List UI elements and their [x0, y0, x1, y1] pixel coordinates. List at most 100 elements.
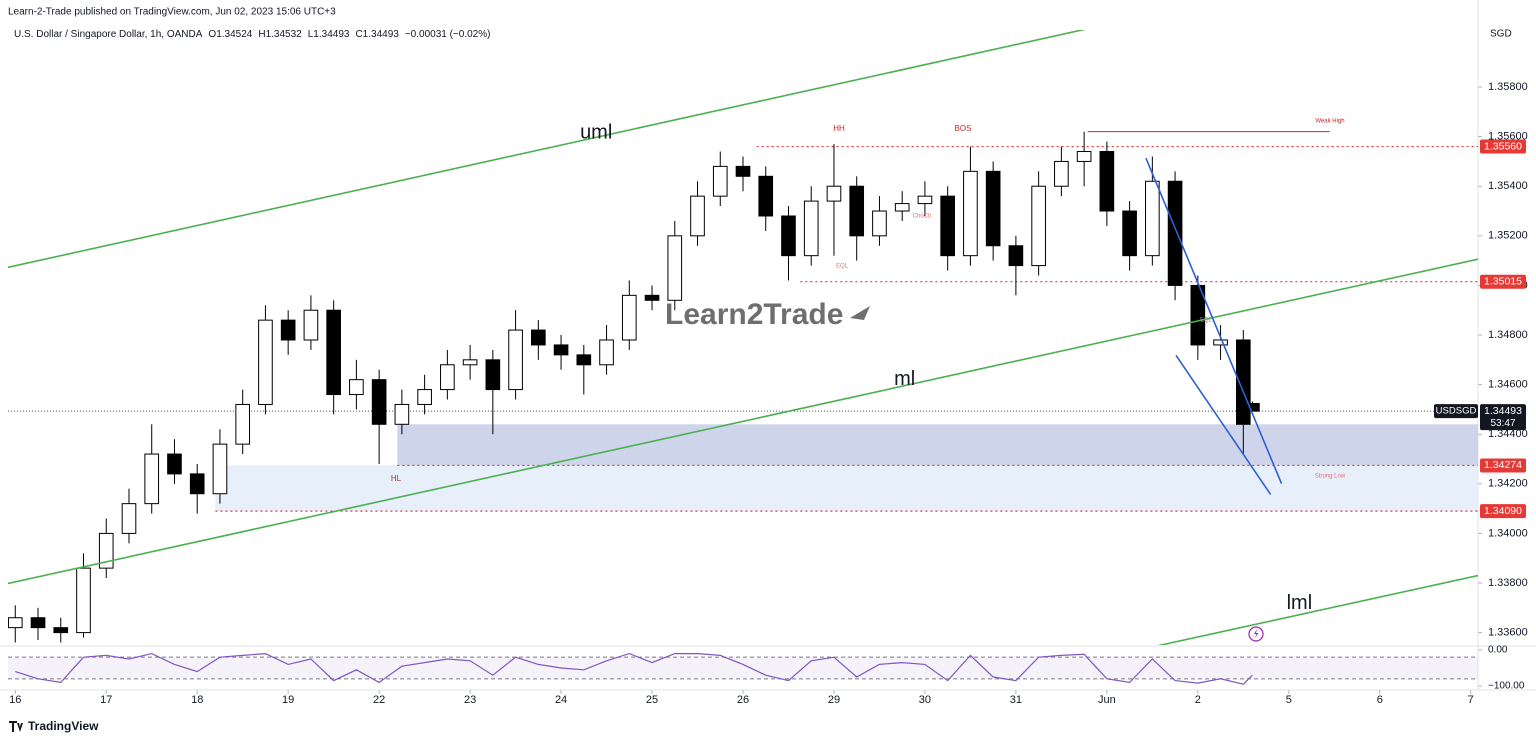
candle-body — [235, 403, 251, 445]
level-label: 1.35015 — [1484, 275, 1522, 287]
x-tick-label: 24 — [555, 694, 567, 706]
x-tick-label: 22 — [373, 694, 385, 706]
last-price-box — [1480, 404, 1526, 431]
oscillator-line — [15, 652, 1253, 685]
candle-body — [940, 195, 955, 257]
y-tick-label: 1.34400 — [1488, 428, 1528, 440]
zone — [215, 465, 1478, 512]
ohlc-value: L1.34493 — [308, 29, 350, 40]
ohlc-value: C1.34493 — [355, 29, 399, 40]
candle-body — [894, 203, 910, 212]
candle-body — [985, 170, 1001, 247]
candle-body — [1054, 160, 1069, 187]
candle-body — [872, 210, 887, 237]
candle-body — [1213, 339, 1228, 346]
candle-body — [917, 195, 933, 205]
annotation: BOS — [955, 124, 972, 133]
x-tick-label: 19 — [282, 694, 294, 706]
annotation: HL — [391, 474, 402, 483]
ohlc-value: O1.34524 — [208, 29, 252, 40]
x-tick-label: Jun — [1098, 694, 1116, 706]
wedge-line — [1145, 157, 1283, 484]
symbol: U.S. Dollar / Singapore Dollar, 1h, OAND… — [14, 29, 203, 40]
annotation: Weak High — [1315, 119, 1344, 125]
level-label-box — [1480, 458, 1526, 473]
candle-body — [462, 359, 478, 366]
ohlc-value: −0.00031 (−0.02%) — [405, 29, 491, 40]
candle-body — [1190, 284, 1206, 346]
x-tick-label: 2 — [1195, 694, 1201, 706]
candle-body — [167, 453, 182, 475]
x-tick-label: 23 — [464, 694, 476, 706]
level-label-box — [1480, 139, 1526, 154]
candle-body — [98, 532, 114, 569]
candle-body — [553, 344, 569, 356]
x-tick-label: 16 — [9, 694, 21, 706]
y-tick-label: 1.33800 — [1488, 577, 1528, 589]
trend-line-label: ml — [894, 368, 915, 390]
candle-body — [963, 170, 978, 257]
footer-logo — [9, 721, 23, 732]
level-label: 1.35560 — [1484, 140, 1522, 152]
candle-body — [803, 200, 819, 257]
candle-body — [1008, 245, 1024, 267]
x-tick-label: 17 — [100, 694, 112, 706]
candle-body — [53, 627, 69, 634]
candle-body — [644, 294, 660, 301]
y-tick-label: 1.35200 — [1488, 230, 1528, 242]
candle-body — [76, 567, 91, 634]
candle-body — [485, 359, 501, 391]
x-tick-label: 6 — [1377, 694, 1383, 706]
candle-body — [667, 235, 683, 301]
level-label: 1.34274 — [1484, 459, 1522, 471]
candle-body — [758, 175, 774, 217]
candle-body — [712, 165, 728, 197]
wedge-line — [1175, 354, 1272, 495]
oscillator-pane — [8, 652, 1478, 685]
candle-body — [30, 617, 46, 629]
level-label-box — [1480, 504, 1526, 519]
candle-body — [1031, 185, 1046, 267]
candle-body — [371, 379, 387, 425]
y-tick-label: 1.33600 — [1488, 627, 1528, 639]
trend-line-label: uml — [580, 122, 612, 144]
candle-body — [258, 319, 273, 405]
candle-body — [826, 185, 842, 202]
candle-body — [1076, 151, 1092, 162]
publisher: Learn-2-Trade published on TradingView.c… — [8, 7, 336, 18]
oscillator-tick-label: −100.00 — [1488, 681, 1525, 692]
candle-body — [303, 309, 319, 341]
oscillator-tick-label: 0.00 — [1488, 645, 1508, 656]
candle-body — [1167, 180, 1183, 286]
watermark-arrow — [850, 306, 870, 320]
candle-body — [599, 339, 614, 366]
annotation: EQL — [1200, 318, 1213, 324]
ohlc-value: H1.34532 — [258, 29, 302, 40]
signal-icon — [1248, 626, 1264, 642]
level-label-box — [1480, 274, 1526, 289]
y-tick-label: 1.35400 — [1488, 180, 1528, 192]
symbol-label: USDSGD — [1436, 406, 1477, 417]
annotation: EQL — [836, 264, 849, 270]
x-tick-label: 5 — [1286, 694, 1292, 706]
candle-body — [212, 443, 228, 495]
y-tick-label: 1.34800 — [1488, 329, 1528, 341]
candle-body — [440, 364, 455, 391]
y-tick-label: 1.35600 — [1488, 131, 1528, 143]
candle-body — [1099, 151, 1115, 212]
last-price-label: 1.34493 — [1484, 405, 1522, 417]
candle-body — [121, 503, 137, 534]
zone — [397, 424, 1478, 466]
candle-body — [1245, 402, 1260, 412]
x-tick-label: 31 — [1010, 694, 1022, 706]
trend-line — [8, 30, 1086, 269]
plot-area — [8, 30, 1478, 645]
annotation: HH — [833, 124, 845, 133]
candle-body — [8, 617, 23, 629]
symbol-header: U.S. Dollar / Singapore Dollar, 1h, OAND… — [14, 29, 490, 40]
candle-body — [735, 165, 751, 177]
symbol-box — [1434, 404, 1478, 419]
y-tick-label: 1.34000 — [1488, 527, 1528, 539]
countdown: 53:47 — [1490, 418, 1515, 429]
